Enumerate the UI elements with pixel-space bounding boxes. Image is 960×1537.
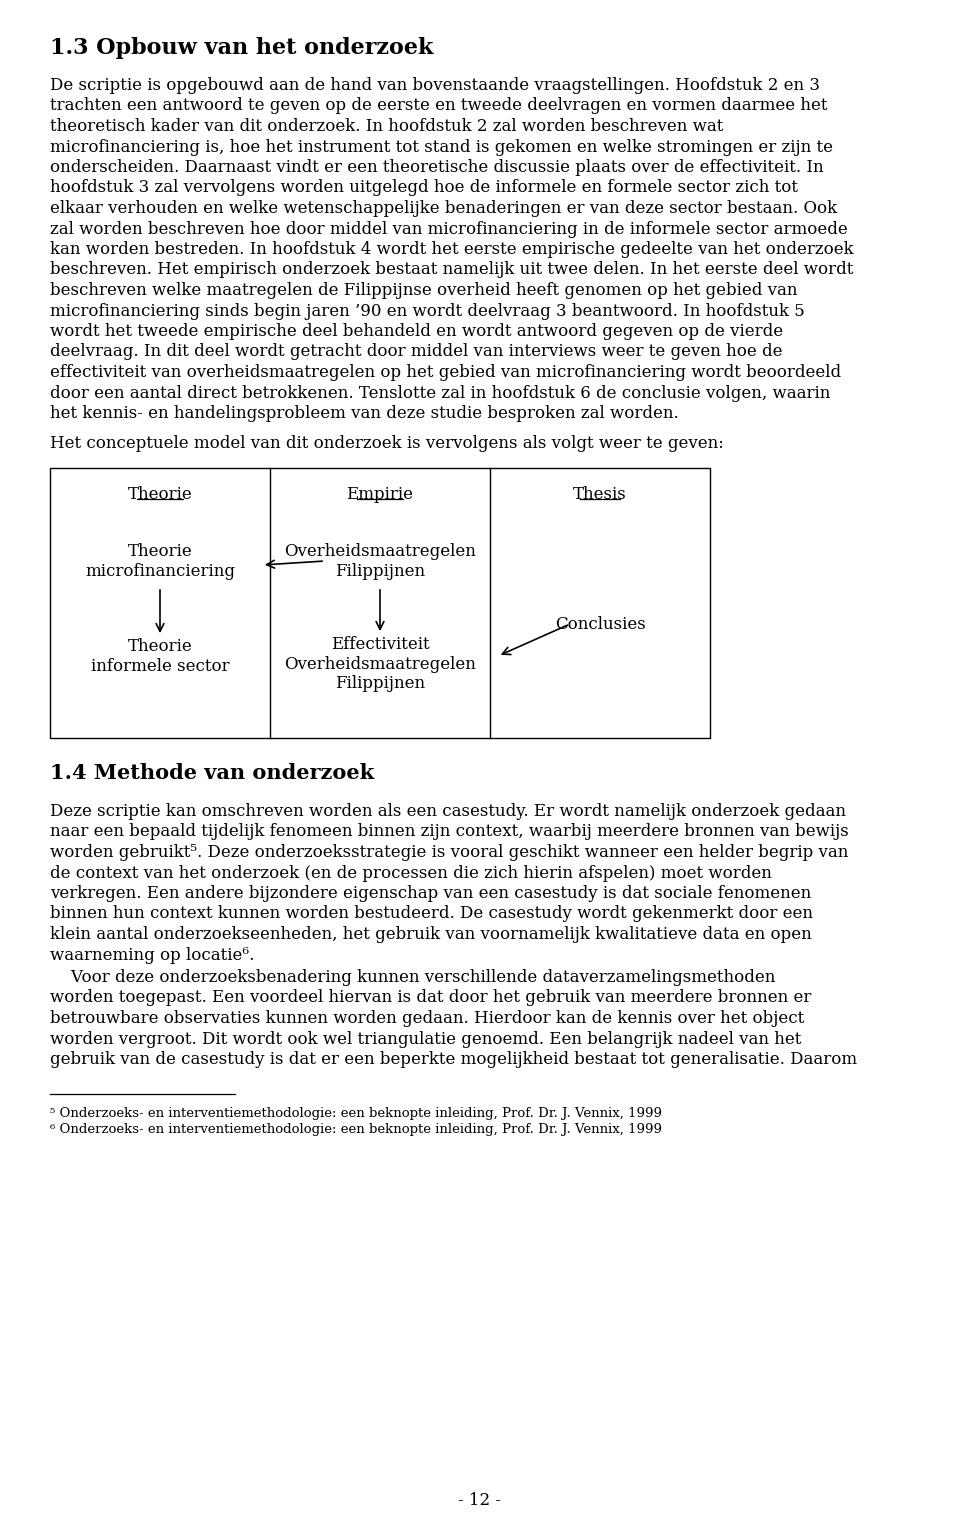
Text: 1.3 Opbouw van het onderzoek: 1.3 Opbouw van het onderzoek: [50, 37, 433, 58]
Text: 1.4 Methode van onderzoek: 1.4 Methode van onderzoek: [50, 762, 374, 782]
Text: beschreven. Het empirisch onderzoek bestaat namelijk uit twee delen. In het eers: beschreven. Het empirisch onderzoek best…: [50, 261, 853, 278]
Text: door een aantal direct betrokkenen. Tenslotte zal in hoofdstuk 6 de conclusie vo: door een aantal direct betrokkenen. Tens…: [50, 384, 830, 401]
Text: trachten een antwoord te geven op de eerste en tweede deelvragen en vormen daarm: trachten een antwoord te geven op de eer…: [50, 97, 828, 114]
Text: effectiviteit van overheidsmaatregelen op het gebied van microfinanciering wordt: effectiviteit van overheidsmaatregelen o…: [50, 364, 841, 381]
Text: worden gebruikt⁵. Deze onderzoeksstrategie is vooral geschikt wanneer een helder: worden gebruikt⁵. Deze onderzoeksstrateg…: [50, 844, 849, 861]
Text: elkaar verhouden en welke wetenschappelijke benaderingen er van deze sector best: elkaar verhouden en welke wetenschappeli…: [50, 200, 837, 217]
Text: waarneming op locatie⁶.: waarneming op locatie⁶.: [50, 947, 254, 964]
Text: ⁵ Onderzoeks- en interventiemethodologie: een beknopte inleiding, Prof. Dr. J. V: ⁵ Onderzoeks- en interventiemethodologie…: [50, 1108, 662, 1120]
Text: Voor deze onderzoeksbenadering kunnen verschillende dataverzamelingsmethoden: Voor deze onderzoeksbenadering kunnen ve…: [50, 968, 776, 987]
Text: deelvraag. In dit deel wordt getracht door middel van interviews weer te geven h: deelvraag. In dit deel wordt getracht do…: [50, 343, 782, 361]
Text: ⁶ Onderzoeks- en interventiemethodologie: een beknopte inleiding, Prof. Dr. J. V: ⁶ Onderzoeks- en interventiemethodologie…: [50, 1122, 662, 1136]
Text: beschreven welke maatregelen de Filippijnse overheid heeft genomen op het gebied: beschreven welke maatregelen de Filippij…: [50, 281, 798, 300]
Text: Overheidsmaatregelen
Filippijnen: Overheidsmaatregelen Filippijnen: [284, 543, 476, 579]
Text: Theorie
informele sector: Theorie informele sector: [90, 638, 229, 675]
Text: De scriptie is opgebouwd aan de hand van bovenstaande vraagstellingen. Hoofdstuk: De scriptie is opgebouwd aan de hand van…: [50, 77, 820, 94]
Text: Thesis: Thesis: [573, 486, 627, 503]
Text: Empirie: Empirie: [347, 486, 414, 503]
Text: klein aantal onderzoekseenheden, het gebruik van voornamelijk kwalitatieve data : klein aantal onderzoekseenheden, het geb…: [50, 925, 812, 944]
Text: Het conceptuele model van dit onderzoek is vervolgens als volgt weer te geven:: Het conceptuele model van dit onderzoek …: [50, 435, 724, 452]
Text: gebruik van de casestudy is dat er een beperkte mogelijkheid bestaat tot general: gebruik van de casestudy is dat er een b…: [50, 1051, 857, 1068]
Text: microfinanciering sinds begin jaren ’90 en wordt deelvraag 3 beantwoord. In hoof: microfinanciering sinds begin jaren ’90 …: [50, 303, 804, 320]
Text: theoretisch kader van dit onderzoek. In hoofdstuk 2 zal worden beschreven wat: theoretisch kader van dit onderzoek. In …: [50, 118, 724, 135]
Text: betrouwbare observaties kunnen worden gedaan. Hierdoor kan de kennis over het ob: betrouwbare observaties kunnen worden ge…: [50, 1010, 804, 1027]
Text: kan worden bestreden. In hoofdstuk 4 wordt het eerste empirische gedeelte van he: kan worden bestreden. In hoofdstuk 4 wor…: [50, 241, 853, 258]
Text: Theorie
microfinanciering: Theorie microfinanciering: [85, 543, 235, 579]
Text: binnen hun context kunnen worden bestudeerd. De casestudy wordt gekenmerkt door : binnen hun context kunnen worden bestude…: [50, 905, 813, 922]
Text: Effectiviteit
Overheidsmaatregelen
Filippijnen: Effectiviteit Overheidsmaatregelen Filip…: [284, 636, 476, 692]
Text: worden toegepast. Een voordeel hiervan is dat door het gebruik van meerdere bron: worden toegepast. Een voordeel hiervan i…: [50, 990, 811, 1007]
Text: onderscheiden. Daarnaast vindt er een theoretische discussie plaats over de effe: onderscheiden. Daarnaast vindt er een th…: [50, 158, 824, 177]
Text: zal worden beschreven hoe door middel van microfinanciering in de informele sect: zal worden beschreven hoe door middel va…: [50, 220, 848, 238]
Text: - 12 -: - 12 -: [459, 1492, 501, 1509]
Text: verkregen. Een andere bijzondere eigenschap van een casestudy is dat sociale fen: verkregen. Een andere bijzondere eigensc…: [50, 885, 811, 902]
Text: hoofdstuk 3 zal vervolgens worden uitgelegd hoe de informele en formele sector z: hoofdstuk 3 zal vervolgens worden uitgel…: [50, 180, 798, 197]
Text: Theorie: Theorie: [128, 486, 192, 503]
Text: worden vergroot. Dit wordt ook wel triangulatie genoemd. Een belangrijk nadeel v: worden vergroot. Dit wordt ook wel trian…: [50, 1030, 802, 1048]
Text: de context van het onderzoek (en de processen die zich hierin afspelen) moet wor: de context van het onderzoek (en de proc…: [50, 864, 772, 882]
Text: het kennis- en handelingsprobleem van deze studie besproken zal worden.: het kennis- en handelingsprobleem van de…: [50, 406, 679, 423]
Text: microfinanciering is, hoe het instrument tot stand is gekomen en welke strominge: microfinanciering is, hoe het instrument…: [50, 138, 833, 155]
Text: naar een bepaald tijdelijk fenomeen binnen zijn context, waarbij meerdere bronne: naar een bepaald tijdelijk fenomeen binn…: [50, 824, 849, 841]
Text: Deze scriptie kan omschreven worden als een casestudy. Er wordt namelijk onderzo: Deze scriptie kan omschreven worden als …: [50, 802, 846, 821]
Text: wordt het tweede empirische deel behandeld en wordt antwoord gegeven op de vierd: wordt het tweede empirische deel behande…: [50, 323, 783, 340]
Bar: [50, 467, 710, 738]
Text: Conclusies: Conclusies: [555, 616, 645, 633]
